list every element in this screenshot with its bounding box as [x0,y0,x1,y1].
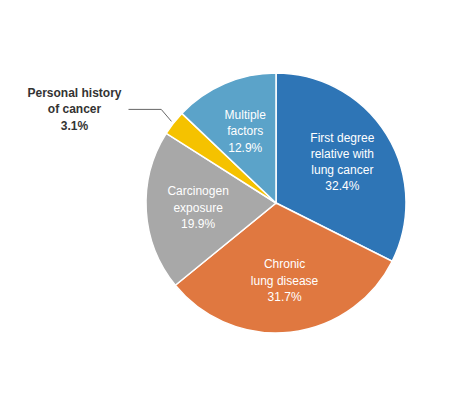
svg-text:Personal historyof cancer3.1%: Personal historyof cancer3.1% [27,86,121,132]
svg-text:Multiplefactors12.9%: Multiplefactors12.9% [225,108,267,154]
svg-text:First degreerelative withlung: First degreerelative withlung cancer32.4… [310,131,374,194]
svg-text:Carcinogenexposure19.9%: Carcinogenexposure19.9% [167,184,228,230]
svg-text:Chroniclung disease31.7%: Chroniclung disease31.7% [251,257,319,303]
